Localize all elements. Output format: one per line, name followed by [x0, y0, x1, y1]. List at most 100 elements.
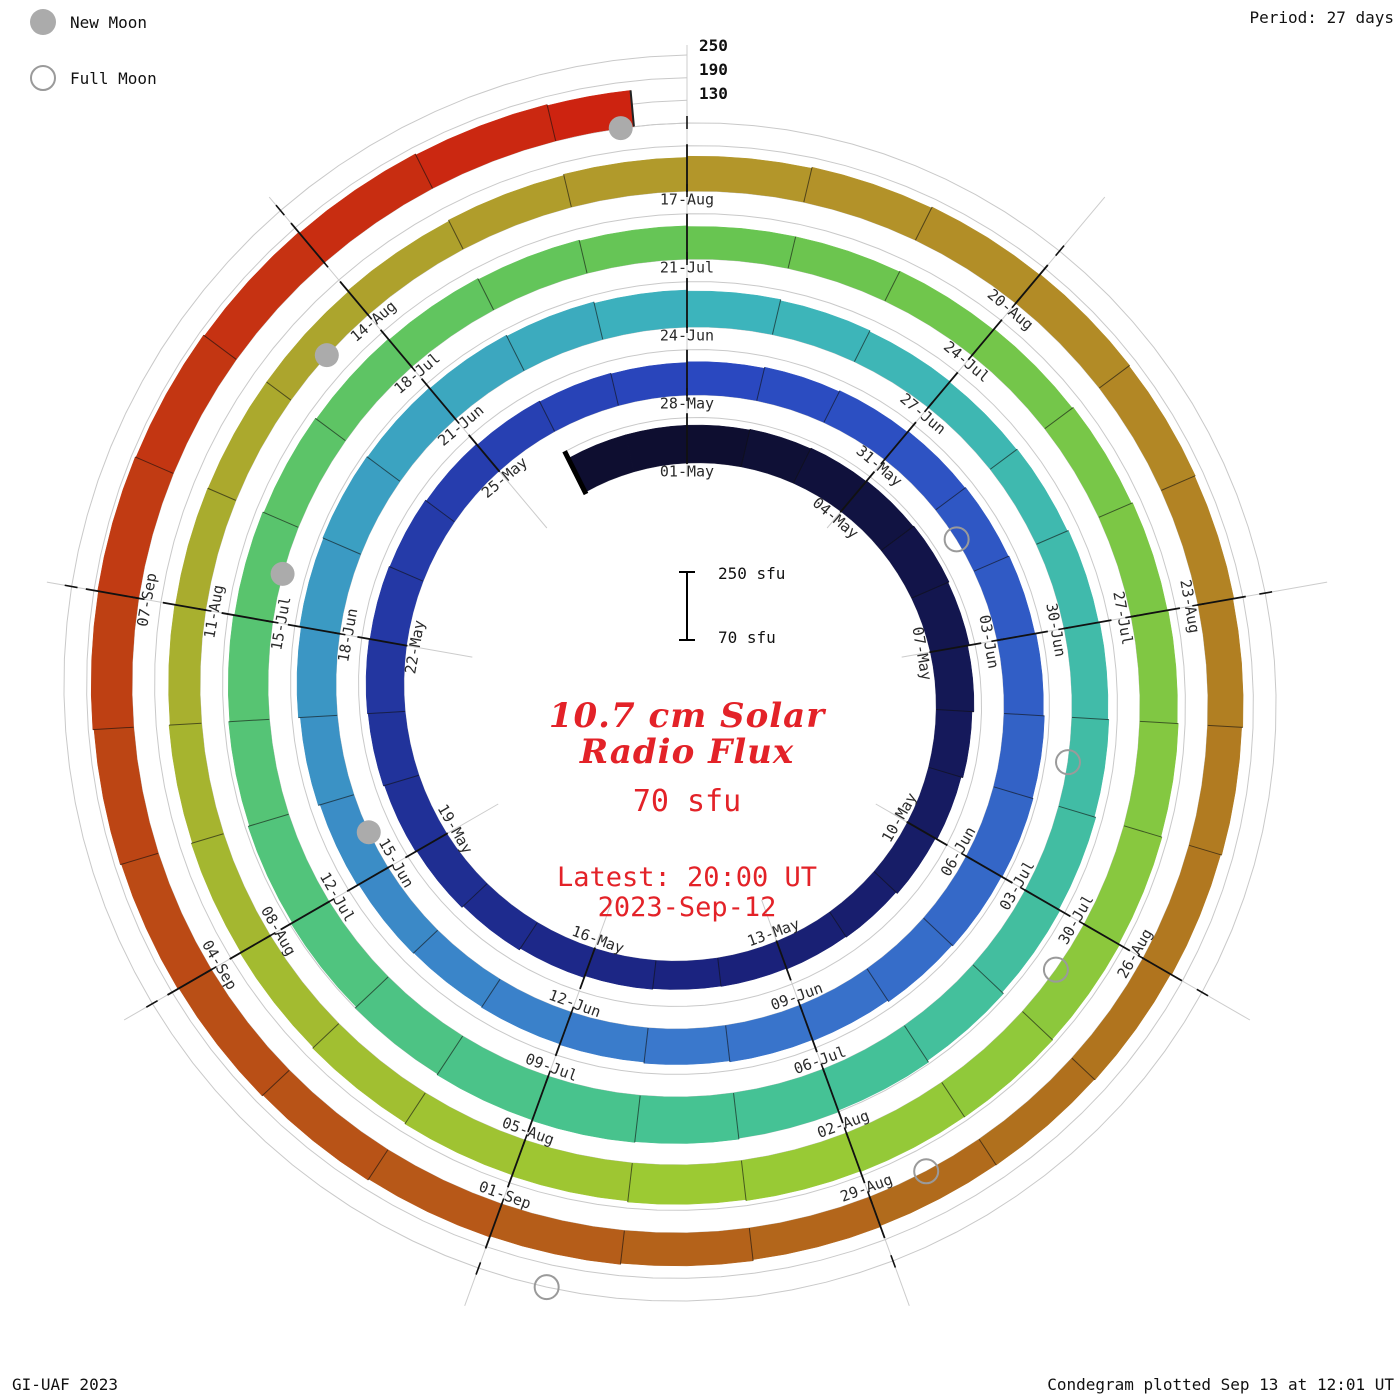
segment-boundary-3day	[346, 866, 390, 893]
segment-boundary-day	[756, 367, 766, 401]
segment-boundary-day	[748, 1228, 754, 1261]
full-moon-icon	[30, 65, 56, 91]
segment-boundary-day	[261, 1069, 290, 1097]
chart-title-line1: 10.7 cm Solar	[548, 696, 826, 736]
spiral-end-cap	[629, 90, 635, 127]
date-label: 01-May	[660, 463, 714, 481]
flux-day-segment	[1197, 598, 1244, 728]
gridline-tick	[1055, 245, 1065, 257]
scale-bar-bottom-label: 70 sfu	[718, 628, 776, 647]
segment-boundary-3day	[229, 934, 272, 960]
segment-boundary-day	[481, 979, 501, 1008]
segment-boundary-day	[725, 1025, 731, 1062]
flux-day-segment	[511, 1139, 633, 1202]
segment-boundary-day	[853, 330, 871, 362]
gridline-tick	[64, 584, 78, 589]
new-moon-marker	[270, 561, 295, 586]
segment-boundary-day	[972, 964, 1004, 994]
flux-day-segment	[772, 300, 871, 362]
segment-boundary-day	[1004, 712, 1045, 717]
segment-boundary-day	[989, 448, 1018, 470]
segment-boundary-day	[643, 1027, 649, 1064]
segment-boundary-3day	[357, 635, 408, 647]
flux-day-segment	[997, 633, 1044, 717]
flux-day-segment	[489, 1203, 625, 1265]
flux-day-segment	[993, 713, 1045, 799]
segment-boundary-day	[546, 104, 557, 141]
flux-day-segment	[1160, 475, 1235, 606]
plotted-timestamp-label: Condegram plotted Sep 13 at 12:01 UT	[1047, 1375, 1394, 1394]
new-moon-marker	[356, 820, 381, 845]
segment-boundary-day	[247, 813, 289, 827]
flux-day-segment	[884, 270, 994, 356]
segment-boundary-3day	[506, 1138, 527, 1188]
new-moon-icon	[30, 9, 56, 35]
segment-boundary-day	[436, 1035, 464, 1076]
flux-day-segment	[168, 604, 206, 726]
moon-legend: New Moon Full Moon	[30, 8, 157, 120]
date-label: 28-May	[660, 395, 714, 413]
full-moon-label: Full Moon	[70, 68, 157, 88]
segment-boundary-day	[792, 447, 812, 484]
flux-day-segment	[803, 166, 932, 241]
segment-boundary-day	[928, 766, 964, 779]
segment-boundary-day	[915, 206, 933, 241]
flux-day-segment	[1058, 717, 1110, 818]
segment-boundary-day	[923, 917, 954, 947]
flux-day-segment	[300, 715, 355, 806]
flux-day-segment	[1044, 407, 1132, 518]
flux-day-segment	[413, 929, 501, 1008]
segment-boundary-3day	[1082, 923, 1131, 952]
full-moon-marker	[1042, 956, 1069, 983]
flux-day-segment	[228, 614, 273, 722]
date-label: 24-Jun	[660, 327, 714, 345]
date-label: 17-Aug	[660, 191, 714, 209]
gridline-tick	[1259, 591, 1273, 595]
full-moon-marker	[1055, 749, 1082, 776]
flux-day-segment	[135, 334, 237, 474]
segment-boundary-day	[936, 709, 974, 713]
segment-boundary-day	[414, 153, 433, 189]
segment-boundary-day	[262, 511, 299, 528]
segment-boundary-day	[1161, 475, 1196, 491]
segment-boundary-3day	[484, 1202, 503, 1249]
segment-boundary-3day	[85, 588, 140, 600]
segment-boundary-3day	[468, 434, 501, 473]
full-moon-marker	[943, 526, 970, 553]
segment-boundary-3day	[1024, 889, 1071, 918]
flux-day-segment	[90, 590, 139, 730]
new-moon-label: New Moon	[70, 12, 148, 32]
segment-boundary-day	[505, 334, 525, 371]
segment-boundary-3day	[1063, 619, 1112, 630]
flux-day-segment	[448, 175, 572, 250]
segment-boundary-day	[884, 270, 901, 302]
latest-time-label: Latest: 20:00 UT	[556, 862, 818, 893]
flux-day-segment	[915, 206, 1040, 304]
flux-day-segment	[686, 424, 751, 468]
segment-boundary-day	[318, 794, 354, 806]
segment-boundary-day	[993, 786, 1034, 800]
segment-boundary-3day	[1130, 607, 1181, 618]
segment-boundary-day	[803, 167, 813, 203]
flux-day-segment	[1188, 725, 1242, 856]
radial-axis-label-130: 130	[699, 84, 728, 103]
segment-boundary-3day	[1014, 264, 1049, 305]
credit-label: GI-UAF 2023	[12, 1375, 118, 1394]
segment-boundary-day	[207, 487, 236, 501]
segment-boundary-day	[880, 525, 915, 551]
flux-day-segment	[652, 957, 722, 990]
segment-boundary-3day	[579, 947, 596, 990]
segment-boundary-day	[448, 219, 464, 250]
segment-boundary-day	[1188, 844, 1222, 856]
segment-boundary-3day	[339, 280, 370, 317]
segment-boundary-day	[168, 722, 202, 726]
segment-boundary-day	[134, 456, 174, 474]
segment-boundary-day	[1044, 407, 1074, 430]
radial-axis-label-250: 250	[699, 36, 728, 55]
segment-boundary-day	[652, 960, 657, 990]
segment-boundary-day	[978, 1138, 997, 1166]
gridline-tick	[145, 999, 158, 1008]
flux-day-segment	[247, 813, 330, 924]
gridline-tick	[1196, 988, 1209, 997]
segment-boundary-3day	[839, 471, 876, 513]
